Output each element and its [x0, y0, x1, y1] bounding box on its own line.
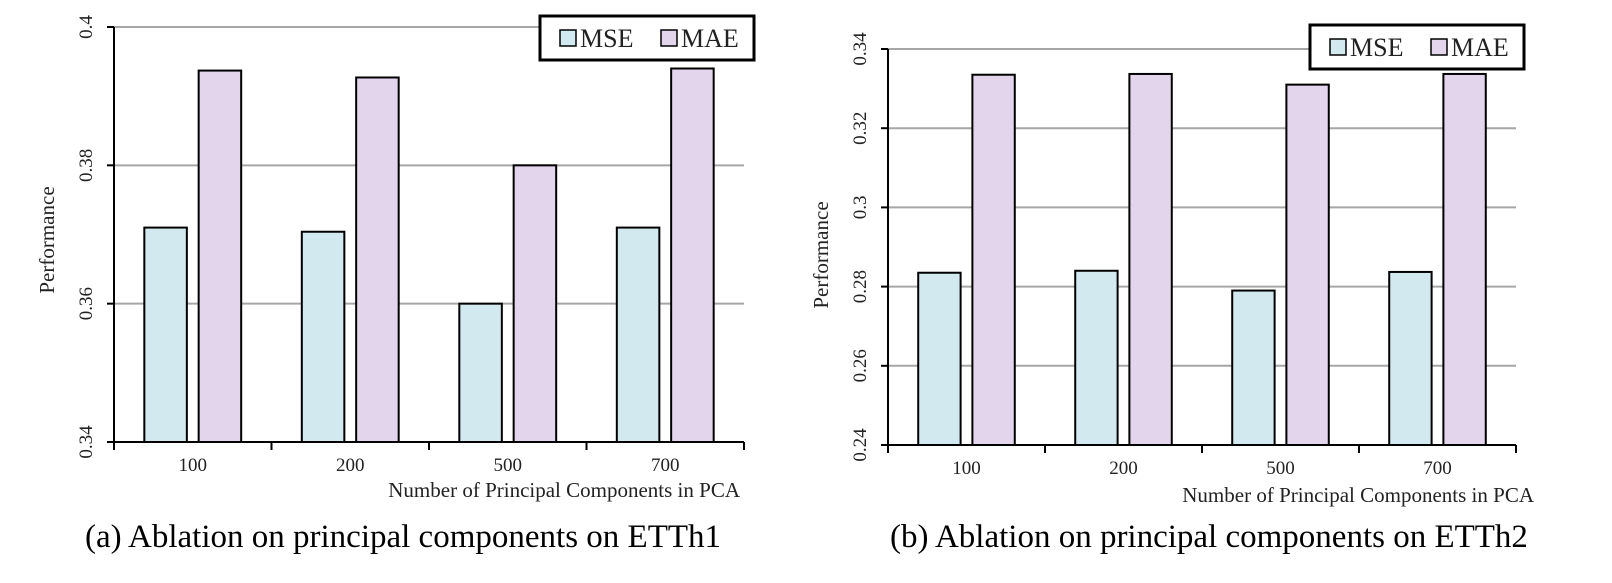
bar-mae-100 — [971, 73, 1016, 447]
x-tick-label: 200 — [336, 455, 365, 476]
legend-label-mse: MSE — [1350, 33, 1403, 62]
bar-mse-500 — [458, 302, 503, 443]
y-axis-label: Performance — [35, 186, 59, 293]
y-axis-label: Performance — [809, 201, 833, 308]
legend-swatch-mae — [660, 29, 678, 47]
x-tick-label: 700 — [651, 455, 680, 476]
legend-label-mae: MAE — [1451, 33, 1509, 62]
x-tick-label: 500 — [1266, 458, 1295, 479]
bar-mse-500 — [1231, 289, 1276, 446]
bar-mae-500 — [1285, 83, 1330, 446]
y-tick-label: 0.24 — [850, 428, 871, 462]
bar-mae-700 — [670, 67, 715, 443]
y-tick-label: 0.28 — [850, 270, 871, 303]
chart-panel-a: 0.34 0.36 0.38 0.4 100 200 500 700 Number of Pri… — [35, 14, 756, 555]
bar-mse-100 — [143, 226, 188, 443]
bar-mse-200 — [300, 230, 346, 443]
y-tick-label: 0.26 — [850, 349, 871, 382]
x-axis-label: Number of Principal Components in PCA — [1182, 483, 1535, 507]
x-tick-label: 100 — [179, 455, 208, 476]
bar-mse-100 — [917, 271, 962, 446]
bar-mae-100 — [197, 69, 243, 443]
x-tick-label: 200 — [1109, 458, 1138, 479]
bar-mae-700 — [1442, 72, 1487, 446]
legend-swatch-mse — [1329, 38, 1347, 56]
legend-swatch-mae — [1430, 38, 1448, 56]
chart-caption-b: (b) Ablation on principal components on … — [890, 519, 1528, 555]
bar-mae-500 — [512, 164, 558, 443]
y-tick-label: 0.4 — [76, 15, 97, 39]
y-tick-label: 0.36 — [76, 287, 97, 320]
bar-mae-200 — [1128, 72, 1173, 446]
y-tick-label: 0.38 — [76, 149, 97, 182]
x-tick-label: 100 — [952, 458, 981, 479]
legend-swatch-mse — [559, 29, 577, 47]
bar-mae-200 — [355, 76, 400, 443]
y-tick-label: 0.34 — [76, 425, 97, 459]
x-tick-label: 500 — [494, 455, 523, 476]
y-tick-label: 0.3 — [850, 196, 871, 220]
x-tick-label: 700 — [1423, 458, 1452, 479]
bar-mse-200 — [1074, 269, 1119, 447]
bar-mse-700 — [615, 226, 661, 443]
legend-label-mae: MAE — [681, 24, 739, 53]
bar-chart-etth2: 0.24 0.26 0.28 0.3 0.32 0.34 100 200 500 700 Numbe… — [809, 23, 1535, 507]
y-tick-label: 0.34 — [850, 32, 871, 66]
bar-mse-700 — [1388, 270, 1433, 446]
legend-label-mse: MSE — [580, 24, 633, 53]
y-tick-label: 0.32 — [850, 112, 871, 145]
chart-panel-b: 0.24 0.26 0.28 0.3 0.32 0.34 100 200 500 700 Numbe… — [806, 0, 1612, 583]
x-axis-label: Number of Principal Components in PCA — [388, 478, 741, 502]
chart-caption-a: (a) Ablation on principal components on … — [84, 519, 722, 555]
